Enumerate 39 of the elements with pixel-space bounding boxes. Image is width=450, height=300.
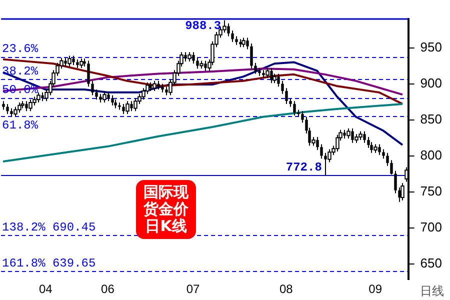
y-tick-label: 850: [420, 111, 442, 126]
y-tick-label: 650: [420, 255, 442, 270]
text: 国际现货金价日K线: [136, 180, 196, 239]
ref-line-label: 161.8% 639.65: [2, 256, 96, 271]
candlestick: [87, 60, 90, 88]
candlestick: [250, 42, 253, 70]
candlestick: [91, 80, 94, 96]
x-axis-title: 日线: [420, 283, 444, 300]
candlestick: [6, 103, 9, 115]
x-tick-label: 07: [186, 282, 200, 296]
candlestick: [301, 110, 304, 124]
candlestick: [386, 152, 389, 166]
annotation: 23.6%: [2, 42, 39, 56]
candlestick: [390, 160, 393, 175]
candlestick: [398, 186, 401, 202]
candlestick: [281, 80, 284, 94]
x-tick-label: 04: [38, 282, 53, 296]
candlestick: [293, 100, 296, 116]
y-tick-label: 750: [420, 183, 442, 198]
candlestick: [231, 30, 234, 43]
x-tick-label: 08: [279, 282, 294, 296]
annotation: 988.3: [185, 19, 222, 34]
candlestick: [95, 89, 98, 100]
candlestick: [394, 170, 397, 194]
annotation: 38.2%: [2, 64, 39, 79]
annotation: 61.8%: [2, 118, 39, 132]
x-tick-label: 09: [368, 282, 382, 296]
y-tick-label: 900: [420, 75, 442, 90]
ref-line-label: 138.2% 690.45: [2, 220, 96, 235]
y-tick-label: 800: [420, 147, 442, 162]
candlestick: [382, 148, 385, 160]
ref-line-label: 772.8: [286, 160, 322, 175]
y-tick-label: 950: [420, 39, 442, 54]
candlestick: [285, 88, 288, 104]
x-tick-label: 06: [101, 282, 115, 296]
candlestick: [111, 94, 114, 106]
candlestick: [320, 144, 323, 160]
candlestick: [254, 62, 257, 74]
y-tick-label: 700: [420, 219, 442, 234]
